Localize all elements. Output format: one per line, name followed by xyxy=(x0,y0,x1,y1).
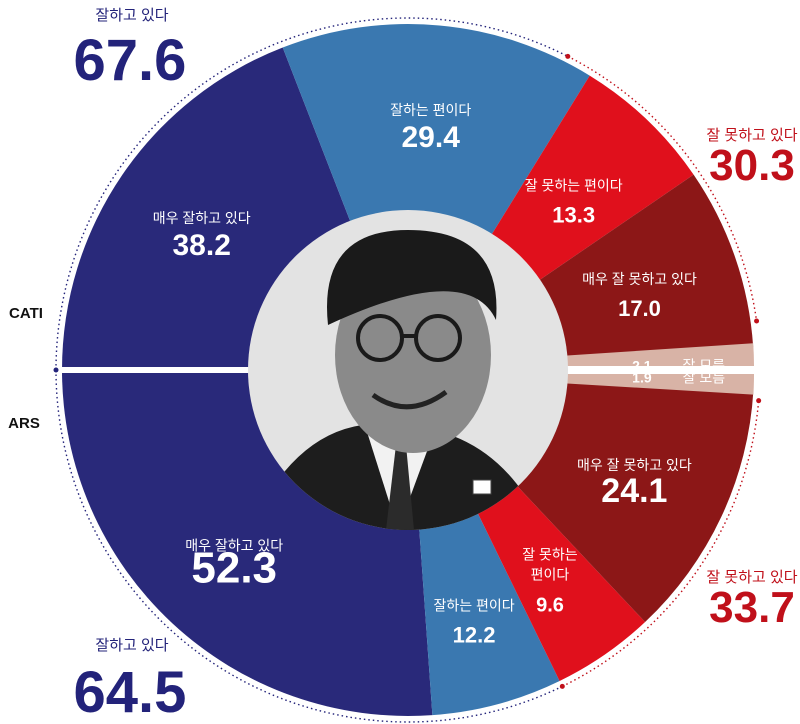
cati-positive-total-value: 67.6 xyxy=(74,28,187,93)
ars-seg-3-name-2: 편이다 xyxy=(531,567,570,583)
cati-slice-2 xyxy=(282,24,590,370)
cati-seg-1-name: 매우 잘하고 있다 xyxy=(153,210,251,226)
ars-seg-2-value: 12.2 xyxy=(453,622,496,647)
ars-seg-3-value: 9.6 xyxy=(536,595,564,617)
cati-seg-3-value: 13.3 xyxy=(552,202,595,227)
cati-seg-2-name: 잘하는 편이다 xyxy=(390,102,471,118)
ring-endpoint-dot xyxy=(53,367,59,373)
ars-negative-ring xyxy=(561,400,760,688)
ars-seg-4-name: 매우 잘 못하고 있다 xyxy=(577,457,692,473)
cati-seg-2-value: 29.4 xyxy=(402,121,461,154)
ars-seg-5-name: 잘 모름 xyxy=(683,370,726,386)
cati-seg-1-value: 38.2 xyxy=(173,229,231,262)
ars-seg-5-value: 1.9 xyxy=(632,370,652,386)
ars-positive-ring xyxy=(55,369,563,723)
ars-seg-1-name: 매우 잘하고 있다 xyxy=(185,538,283,554)
cati-seg-5-name: 잘 모름 xyxy=(683,358,726,374)
ars-seg-2-name: 잘하는 편이다 xyxy=(434,597,515,613)
cati-side-label: CATI xyxy=(9,305,43,322)
center-portrait xyxy=(248,210,568,530)
ring-endpoint-dot xyxy=(754,318,760,324)
ars-seg-3-name: 잘 못하는 xyxy=(522,547,578,563)
portrait-icon xyxy=(248,230,558,530)
cati-seg-4-name: 매우 잘 못하고 있다 xyxy=(582,271,697,287)
ars-positive-total-label: 잘하고 있다 xyxy=(95,637,168,654)
ring-endpoint-dot xyxy=(756,398,762,404)
ars-seg-4-value: 24.1 xyxy=(601,472,667,510)
cati-seg-4-value: 17.0 xyxy=(618,296,661,321)
cati-negative-ring xyxy=(567,55,758,322)
ars-positive-total-value: 64.5 xyxy=(74,660,187,724)
cati-seg-3-name: 잘 못하는 편이다 xyxy=(525,177,623,193)
ring-endpoint-dot xyxy=(565,53,571,59)
ars-seg-1-value: 52.3 xyxy=(191,544,277,593)
ars-side-label: ARS xyxy=(8,415,40,432)
cati-negative-total-label: 잘 못하고 있다 xyxy=(706,127,797,144)
chart-texts: 매우 잘하고 있다 38.2 잘하는 편이다 29.4 잘 못하는 편이다 13.3 매우 … xyxy=(8,7,798,724)
cati-seg-5-value: 2.1 xyxy=(632,358,652,374)
cati-positive-total-label: 잘하고 있다 xyxy=(95,7,168,24)
cati-negative-total-value: 30.3 xyxy=(709,141,795,190)
ars-negative-total-label: 잘 못하고 있다 xyxy=(706,569,797,586)
ring-endpoint-dot xyxy=(559,683,565,689)
ars-negative-total-value: 33.7 xyxy=(709,583,795,632)
cati-positive-ring xyxy=(55,17,569,371)
